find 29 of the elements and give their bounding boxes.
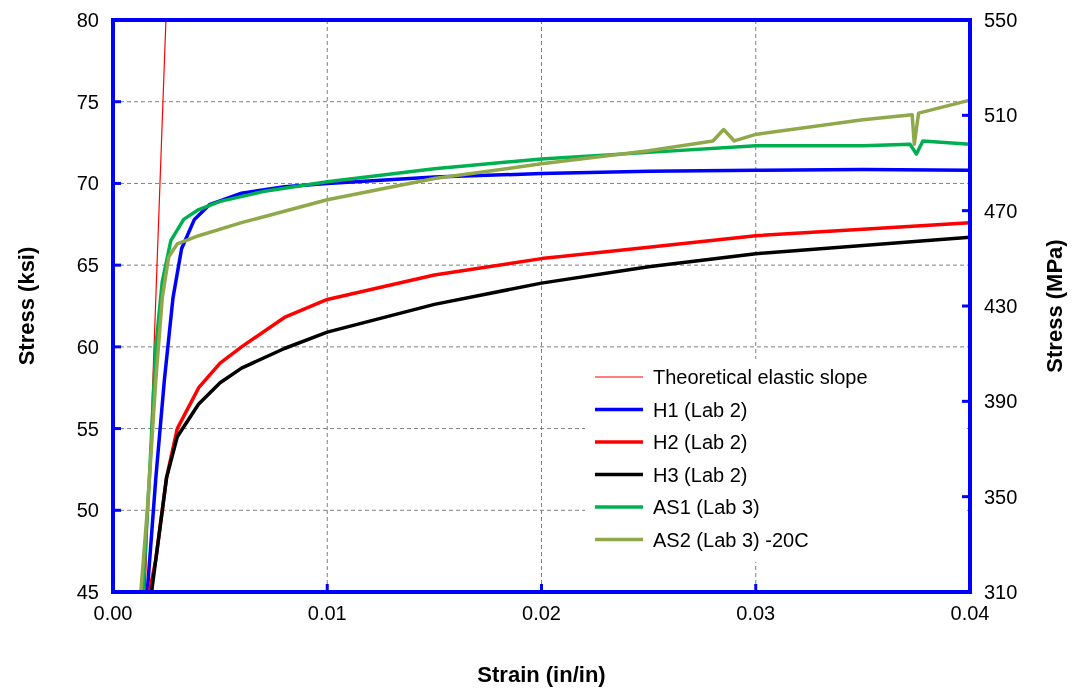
y2-tick-label: 390	[984, 390, 1018, 413]
x-axis-title: Strain (in/in)	[477, 662, 606, 687]
y-tick-label: 70	[76, 172, 99, 195]
legend-label: AS2 (Lab 3) -20C	[653, 528, 809, 551]
x-tick-label: 0.03	[736, 602, 776, 624]
legend-label: AS1 (Lab 3)	[653, 496, 760, 518]
legend-label: H2 (Lab 2)	[653, 431, 748, 453]
y-tick-label: 45	[76, 581, 99, 603]
y2-axis-title: Stress (MPa)	[1042, 239, 1067, 373]
x-tick-label: 0.00	[93, 602, 133, 624]
y-tick-label: 65	[76, 254, 99, 277]
y-axis-title: Stress (ksi)	[14, 246, 39, 366]
legend-label: Theoretical elastic slope	[653, 366, 868, 388]
x-tick-label: 0.01	[307, 602, 347, 624]
legend-label: H3 (Lab 2)	[653, 463, 748, 486]
y2-tick-label: 430	[984, 295, 1018, 317]
y-tick-label: 60	[76, 335, 99, 358]
legend-label: H1 (Lab 2)	[653, 398, 748, 421]
y2-tick-label: 470	[984, 199, 1018, 222]
y2-tick-label: 550	[984, 9, 1018, 31]
y2-tick-label: 350	[984, 485, 1018, 508]
y2-tick-label: 510	[984, 104, 1018, 127]
y-tick-label: 55	[76, 417, 99, 440]
y2-tick-label: 310	[984, 581, 1018, 603]
x-tick-label: 0.04	[950, 602, 990, 624]
y-tick-label: 75	[76, 90, 99, 113]
x-tick-label: 0.02	[522, 602, 561, 624]
y-tick-label: 80	[76, 9, 99, 31]
y-tick-label: 50	[76, 499, 99, 522]
